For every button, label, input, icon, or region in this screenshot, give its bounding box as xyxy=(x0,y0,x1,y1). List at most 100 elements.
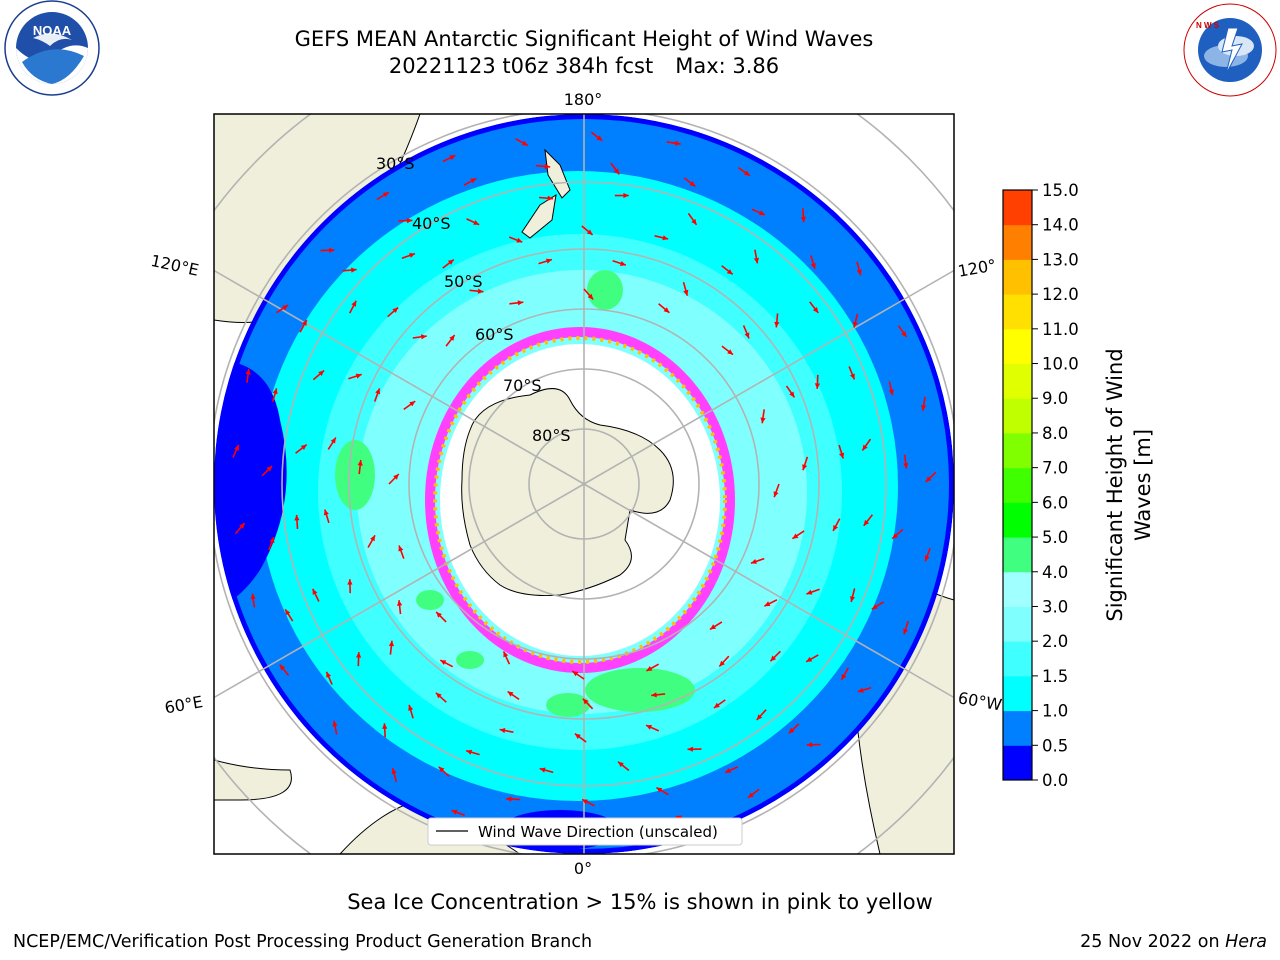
wave-arrow-head xyxy=(269,537,275,544)
wave-arrow-head xyxy=(466,749,473,755)
wave-arrow-head xyxy=(250,593,256,600)
wave-arrow-head xyxy=(357,460,363,466)
wave-arrow-head xyxy=(727,349,733,355)
wave-arrow-head xyxy=(546,258,552,264)
wave-arrow-head xyxy=(753,257,759,264)
wave-arrow-head xyxy=(245,368,251,375)
wave-arrow-head xyxy=(750,559,757,564)
colorbar-swatch xyxy=(1003,641,1032,677)
date-label: 25 Nov 2022 on xyxy=(1080,932,1220,952)
wave-arrow-head xyxy=(662,235,669,241)
wave-arrow-head xyxy=(850,373,855,380)
wave-arrow-head xyxy=(282,305,289,311)
colorbar: 0.0 0.5 1.0 1.5 2.0 3.0 4.0 5.0 6.0 7.0 8.0 9.0 10.0… xyxy=(1002,181,1079,790)
wave-arrow-head xyxy=(770,655,777,662)
wave-arrow-head xyxy=(710,624,716,630)
colorbar-swatch xyxy=(1003,537,1032,573)
wave-arrow-head xyxy=(507,691,514,697)
wave-arrow-head xyxy=(300,444,307,450)
wave-arrow-head xyxy=(440,660,447,665)
wave-arrow-head xyxy=(646,725,652,730)
wave-arrow-head xyxy=(764,601,771,607)
wave-arrow-head xyxy=(683,289,689,296)
wave-arrow-head xyxy=(582,698,589,705)
wave-arrow-head xyxy=(691,218,697,225)
colorbar-swatch xyxy=(1003,467,1032,503)
wave-arrow-head xyxy=(234,444,239,451)
colorbar-tick-label: 9.0 xyxy=(1042,389,1068,408)
chart-title: GEFS MEAN Antarctic Significant Height o… xyxy=(294,27,874,51)
madagascar-land xyxy=(214,759,292,801)
new-zealand-land xyxy=(521,148,571,239)
wave-arrow-head xyxy=(758,210,765,216)
wave-arrow-head xyxy=(312,588,318,595)
wave-arrow-head xyxy=(329,247,335,253)
wave-arrow-head xyxy=(272,388,278,395)
wave-arrow-head xyxy=(382,723,388,729)
wave-arrow-head xyxy=(301,320,307,326)
wave-arrow-head xyxy=(586,229,593,235)
sea-ice-note: Sea Ice Concentration > 15% is shown in … xyxy=(347,890,933,914)
colorbar-tick-label: 7.0 xyxy=(1042,459,1068,478)
svg-text:N W S: N W S xyxy=(1196,21,1220,30)
wave-arrow-head xyxy=(862,444,868,451)
wave-arrow-head xyxy=(748,792,754,798)
colorbar-tick-label: 0.5 xyxy=(1042,736,1068,755)
wave-arrow-head xyxy=(852,321,858,328)
wave-arrow-head xyxy=(516,237,523,243)
wave-arrow-head xyxy=(687,746,693,752)
wave-arrow-head xyxy=(792,533,799,539)
chart-subtitle: 20221123 t06z 384h fcst Max: 3.86 xyxy=(0,54,1168,78)
lat-label-70s: 70°S xyxy=(503,376,542,395)
wave-arrow-head xyxy=(409,253,415,258)
colorbar-swatch xyxy=(1003,606,1032,642)
wave-arrow-head xyxy=(903,463,909,469)
wave-arrow-head xyxy=(499,728,506,734)
wave-arrow-head xyxy=(756,714,763,720)
wave-arrow-head xyxy=(839,452,845,459)
wave-arrow-head xyxy=(436,612,442,618)
wave-arrow-head xyxy=(470,178,477,184)
wave-arrow-head xyxy=(863,519,870,526)
wave-arrow-head xyxy=(330,437,336,444)
graticule xyxy=(214,114,954,854)
colorbar-label-line2: Waves [m] xyxy=(1131,429,1155,541)
wave-arrow-head xyxy=(806,589,813,595)
wave-arrow-head xyxy=(888,389,894,396)
colorbar-tick-label: 0.0 xyxy=(1042,771,1068,790)
wave-arrow-head xyxy=(294,514,300,521)
wave-arrow-head xyxy=(521,140,528,146)
wave-arrow-head xyxy=(619,261,626,266)
lon-label-60e: 60°E xyxy=(163,692,204,717)
colorbar-swatch xyxy=(1003,502,1032,538)
wave-arrow-head xyxy=(812,307,819,313)
wave-arrow-head xyxy=(924,555,930,562)
wave-arrow-head xyxy=(347,579,353,585)
wave-arrow-head xyxy=(713,702,720,708)
wave-arrow-head xyxy=(646,666,653,671)
wave-arrow-head xyxy=(773,491,779,498)
date-text: 25 Nov 2022 on Hera xyxy=(1080,932,1267,952)
colorbar-label-line1: Significant Height of Wind xyxy=(1103,348,1127,621)
colorbar-swatch xyxy=(1003,571,1032,607)
map-area: Wind Wave Direction (unscaled) xyxy=(214,114,954,854)
wave-arrow-head xyxy=(393,474,399,480)
colorbar-tick-label: 2.0 xyxy=(1042,632,1068,651)
wave-arrow-head xyxy=(663,307,670,313)
wave-arrow-head xyxy=(806,656,813,662)
wave-arrow-head xyxy=(618,761,624,768)
colorbar-swatch xyxy=(1003,224,1032,260)
svg-text:NOAA: NOAA xyxy=(33,23,72,38)
wave-arrow-head xyxy=(326,671,331,678)
wave-arrow-head xyxy=(318,370,325,376)
wave-arrow-head xyxy=(438,766,445,773)
wave-arrow-head xyxy=(503,651,509,658)
wave-arrow-head xyxy=(802,464,808,471)
wave-arrow-head xyxy=(539,767,546,773)
wave-arrow-head xyxy=(596,135,603,141)
lon-label-180: 180° xyxy=(564,90,603,109)
wave-arrow-head xyxy=(856,269,862,276)
wave-arrow-head xyxy=(370,535,375,542)
wave-arrow-head xyxy=(689,181,696,187)
